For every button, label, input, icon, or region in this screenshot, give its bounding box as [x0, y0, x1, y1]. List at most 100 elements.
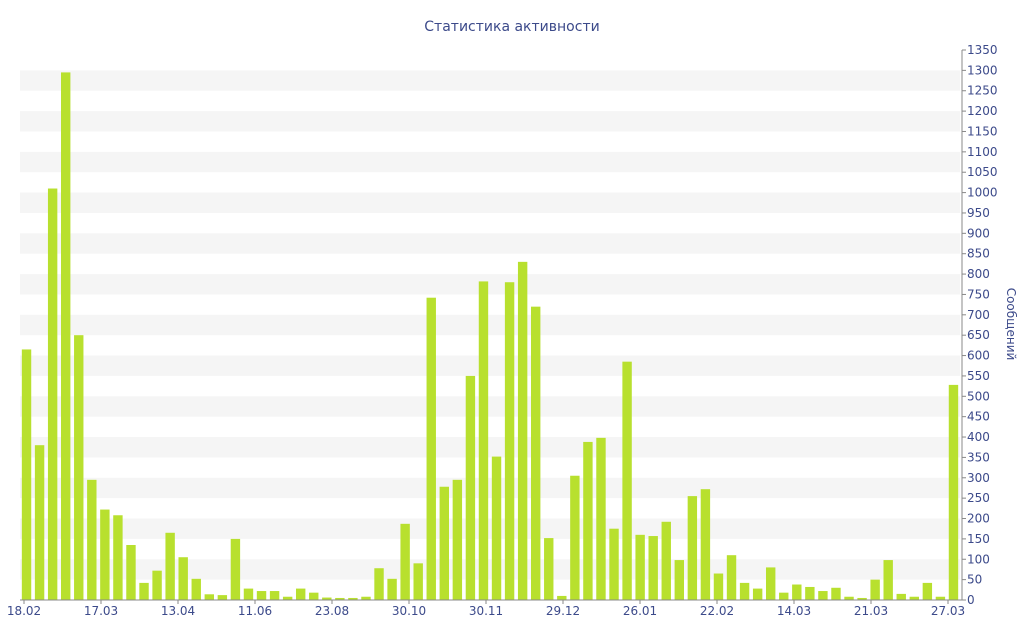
bar [74, 335, 84, 600]
y-tick-label: 650 [967, 328, 990, 342]
y-tick-label: 1250 [967, 84, 998, 98]
y-tick-label: 1350 [967, 43, 998, 57]
grid-band [20, 192, 960, 213]
bar [387, 578, 397, 600]
bar [726, 555, 737, 600]
y-tick-label: 800 [967, 267, 990, 281]
bar [152, 570, 162, 600]
bar [739, 582, 750, 600]
bars [21, 72, 959, 600]
y-tick-label: 200 [967, 512, 990, 526]
bar [413, 563, 423, 600]
bar [400, 523, 410, 600]
bar [478, 281, 489, 600]
bar [948, 384, 959, 600]
x-tick-label: 11.06 [238, 604, 272, 618]
y-tick-label: 50 [967, 573, 982, 587]
bar [609, 528, 619, 600]
bar [792, 584, 802, 600]
bar [282, 596, 293, 600]
bar [530, 306, 541, 600]
bar [256, 591, 267, 600]
bar [243, 588, 254, 600]
x-tick-label: 30.10 [392, 604, 426, 618]
bar [544, 538, 554, 600]
bar [557, 595, 567, 600]
y-tick-label: 1050 [967, 165, 998, 179]
bar [570, 475, 580, 600]
bar [269, 591, 280, 600]
bar [113, 515, 123, 600]
bar [779, 592, 789, 600]
bar [713, 573, 724, 600]
y-tick-label: 600 [967, 349, 990, 363]
grid-band [20, 477, 960, 499]
chart-title: Статистика активности [424, 19, 599, 35]
y-tick-label: 750 [967, 287, 990, 301]
bar [191, 578, 201, 600]
y-tick-label: 900 [967, 226, 990, 240]
bar [935, 596, 946, 600]
bar [100, 509, 110, 600]
y-tick-label: 300 [967, 471, 990, 485]
bar [805, 586, 815, 600]
bar [909, 596, 920, 600]
grid-band [20, 559, 960, 580]
grid-band [20, 70, 960, 91]
x-tick-label: 29.12 [546, 604, 580, 618]
bar [661, 521, 671, 600]
bar [439, 486, 450, 600]
bar [309, 592, 319, 600]
x-tick-label: 18.02 [7, 604, 41, 618]
x-tick-label: 27.03 [931, 604, 965, 618]
bar [504, 282, 515, 600]
x-tick-label: 17.03 [84, 604, 118, 618]
y-tick-label: 1000 [967, 186, 998, 200]
y-axis-label: Сообщений [1004, 288, 1018, 361]
bar [322, 597, 332, 600]
bar [217, 595, 228, 600]
bar [491, 456, 502, 600]
bar [622, 361, 632, 600]
bar [47, 188, 58, 600]
grid-band [20, 355, 960, 376]
y-tick-label: 100 [967, 552, 990, 566]
y-tick-label: 0 [967, 593, 975, 607]
bar [870, 579, 880, 600]
y-tick-label: 1200 [967, 104, 998, 118]
bar [295, 588, 306, 600]
bar [374, 568, 384, 600]
bar [126, 545, 136, 600]
x-tick-label: 23.08 [315, 604, 349, 618]
bar [883, 560, 893, 600]
bar [857, 597, 867, 600]
bar [465, 375, 476, 600]
bar [204, 594, 215, 600]
grid-band [20, 233, 960, 254]
grid-band [20, 314, 960, 336]
bar [426, 297, 436, 600]
y-tick-label: 850 [967, 247, 990, 261]
grid-band [20, 437, 960, 458]
bar [34, 445, 45, 600]
bar [831, 587, 841, 600]
grid-band [20, 111, 960, 132]
bar [596, 437, 606, 600]
bar [517, 261, 528, 600]
bar [60, 72, 71, 600]
bar [361, 596, 371, 600]
x-tick-label: 14.03 [777, 604, 811, 618]
bar [674, 560, 685, 600]
bar [922, 582, 933, 600]
bar [896, 593, 906, 600]
x-tick-label: 22.02 [700, 604, 734, 618]
y-tick-label: 400 [967, 430, 990, 444]
bar [178, 557, 188, 600]
y-tick-label: 450 [967, 410, 990, 424]
bar [583, 441, 593, 600]
y-tick-label: 250 [967, 491, 990, 505]
x-tick-label: 30.11 [469, 604, 503, 618]
bar [165, 532, 175, 600]
x-tick-label: 21.03 [854, 604, 888, 618]
